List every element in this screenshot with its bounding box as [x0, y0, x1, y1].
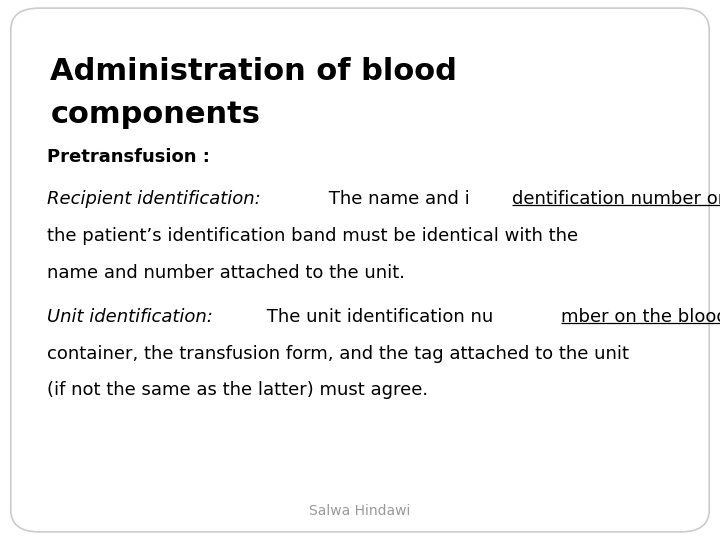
Text: The unit identification nu: The unit identification nu — [261, 308, 493, 326]
Text: Recipient identification:: Recipient identification: — [47, 190, 261, 208]
Text: container, the transfusion form, and the tag attached to the unit: container, the transfusion form, and the… — [47, 345, 629, 362]
Text: (if not the same as the latter) must agree.: (if not the same as the latter) must agr… — [47, 381, 428, 399]
Text: The name and i: The name and i — [323, 190, 469, 208]
Text: Salwa Hindawi: Salwa Hindawi — [310, 504, 410, 518]
Text: Unit identification:: Unit identification: — [47, 308, 212, 326]
Text: name and number attached to the unit.: name and number attached to the unit. — [47, 264, 405, 281]
Text: dentification number on: dentification number on — [512, 190, 720, 208]
Text: Administration of blood: Administration of blood — [50, 57, 457, 86]
Text: components: components — [50, 100, 261, 129]
FancyBboxPatch shape — [11, 8, 709, 532]
Text: mber on the blood: mber on the blood — [560, 308, 720, 326]
Text: Pretransfusion :: Pretransfusion : — [47, 148, 210, 166]
Text: the patient’s identification band must be identical with the: the patient’s identification band must b… — [47, 227, 578, 245]
